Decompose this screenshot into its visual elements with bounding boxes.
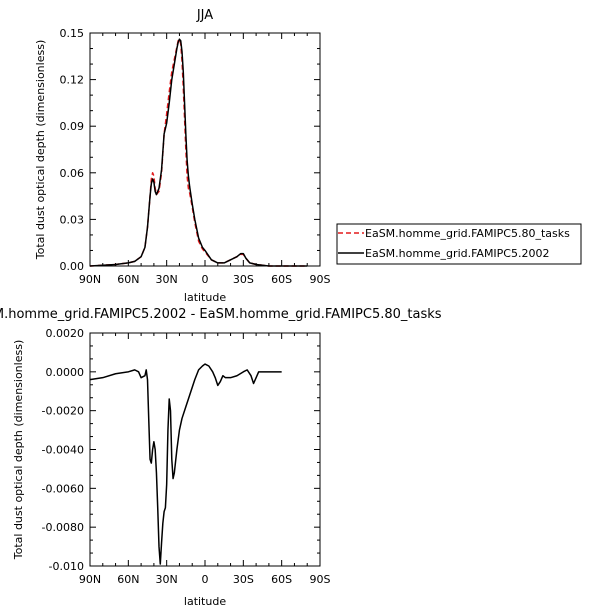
top-x-axis-label: latitude bbox=[184, 291, 226, 304]
bottom-chart-title: EaSM.homme_grid.FAMIPC5.2002 - EaSM.homm… bbox=[0, 307, 442, 322]
bottom-x-axis-label: latitude bbox=[184, 595, 226, 608]
bottom-panel: EaSM.homme_grid.FAMIPC5.2002 - EaSM.homm… bbox=[0, 307, 442, 608]
bottom-y-tick-label: 0.0000 bbox=[46, 366, 85, 379]
bottom-y-tick-label: -0.0020 bbox=[42, 405, 84, 418]
top-y-tick-label: 0.09 bbox=[60, 120, 85, 133]
bottom-series-group bbox=[89, 363, 282, 565]
bottom-x-tick-label: 60S bbox=[271, 573, 292, 586]
top-chart-title: JJA bbox=[196, 8, 213, 23]
bottom-x-axis: 90N 60N 30N 0 30S 60S 90S bbox=[79, 333, 331, 586]
legend-entry-80-tasks: EaSM.homme_grid.FAMIPC5.80_tasks bbox=[365, 227, 570, 240]
bottom-x-tick-label: 90N bbox=[79, 573, 101, 586]
bottom-x-tick-label: 30N bbox=[156, 573, 178, 586]
bottom-y-tick-label: -0.0060 bbox=[42, 482, 84, 495]
bottom-y-axis: -0.010 -0.0080 -0.0060 -0.0040 -0.0020 0.0000… bbox=[42, 327, 320, 573]
top-x-tick-label: 60N bbox=[117, 273, 139, 286]
top-panel: JJA 90N 60N 30N 0 30S 60S 90S 0.00 0.03 0.06 0.09… bbox=[34, 8, 331, 304]
bottom-y-tick-label: -0.010 bbox=[49, 560, 84, 573]
top-y-tick-label: 0.15 bbox=[60, 27, 85, 40]
legend-box bbox=[336, 223, 582, 265]
top-x-axis: 90N 60N 30N 0 30S 60S 90S bbox=[79, 33, 331, 286]
bottom-x-tick-label: 90S bbox=[310, 573, 331, 586]
bottom-plot-frame bbox=[89, 332, 321, 567]
bottom-series-line-0 bbox=[89, 363, 282, 565]
top-y-axis-label: Total dust optical depth (dimensionless) bbox=[34, 40, 47, 260]
bottom-y-axis-label: Total dust optical depth (dimensionless) bbox=[12, 340, 25, 560]
bottom-x-tick-label: 60N bbox=[117, 573, 139, 586]
top-x-tick-label: 30N bbox=[156, 273, 178, 286]
bottom-x-tick-label: 0 bbox=[202, 573, 209, 586]
top-series-line-0 bbox=[89, 38, 308, 267]
top-x-tick-label: 30S bbox=[233, 273, 254, 286]
top-x-tick-label: 0 bbox=[202, 273, 209, 286]
top-y-tick-label: 0.12 bbox=[60, 74, 85, 87]
top-y-tick-label: 0.00 bbox=[60, 260, 85, 273]
legend-entry-2002: EaSM.homme_grid.FAMIPC5.2002 bbox=[365, 247, 549, 260]
top-y-tick-label: 0.06 bbox=[60, 167, 85, 180]
bottom-x-tick-label: 30S bbox=[233, 573, 254, 586]
top-series-group bbox=[89, 38, 308, 267]
legend: EaSM.homme_grid.FAMIPC5.80_tasks EaSM.ho… bbox=[336, 223, 582, 265]
top-x-tick-label: 60S bbox=[271, 273, 292, 286]
bottom-y-tick-label: -0.0080 bbox=[42, 521, 84, 534]
bottom-y-tick-label: 0.0020 bbox=[46, 327, 85, 340]
top-x-tick-label: 90N bbox=[79, 273, 101, 286]
bottom-y-tick-label: -0.0040 bbox=[42, 444, 84, 457]
top-x-tick-label: 90S bbox=[310, 273, 331, 286]
top-y-axis: 0.00 0.03 0.06 0.09 0.12 0.15 bbox=[60, 27, 320, 273]
top-series-line-1 bbox=[89, 38, 308, 267]
top-y-tick-label: 0.03 bbox=[60, 213, 85, 226]
top-plot-frame bbox=[89, 32, 321, 267]
